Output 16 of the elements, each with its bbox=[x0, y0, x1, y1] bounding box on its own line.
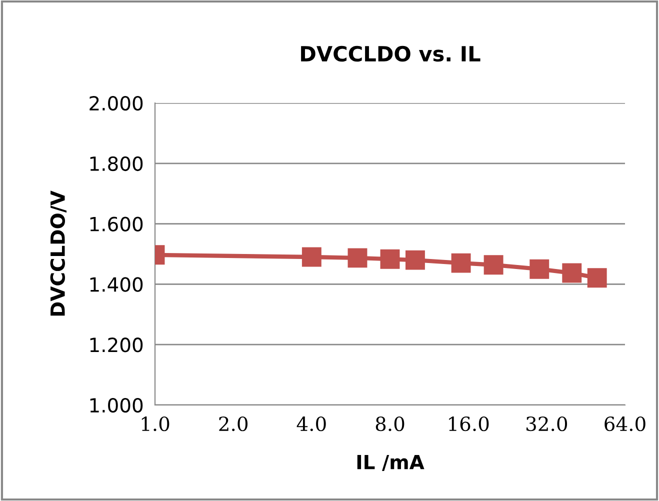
x-tick-label: 4.0 bbox=[296, 416, 326, 432]
x-tick-label: 1.0 bbox=[142, 416, 170, 432]
x-tick-label: 8.0 bbox=[376, 416, 404, 432]
y-axis-title: DVCCLDO/V bbox=[50, 190, 67, 316]
y-tick-label: 1.400 bbox=[90, 277, 143, 292]
y-tick-label: 1.200 bbox=[90, 338, 143, 352]
x-tick-label: 64.0 bbox=[604, 416, 646, 432]
x-tick-label: 16.0 bbox=[449, 416, 489, 432]
y-tick-label: 1.000 bbox=[90, 398, 143, 413]
y-tick-label: 1.600 bbox=[90, 216, 143, 232]
chart-title: DVCCLDO vs. IL bbox=[301, 46, 480, 62]
x-tick-label: 32.0 bbox=[526, 416, 568, 432]
y-tick-label: 2.000 bbox=[90, 96, 143, 111]
y-tick-label: 1.800 bbox=[90, 156, 143, 172]
x-tick-label: 2.0 bbox=[219, 416, 248, 432]
x-axis-title: IL /mA bbox=[357, 454, 424, 471]
